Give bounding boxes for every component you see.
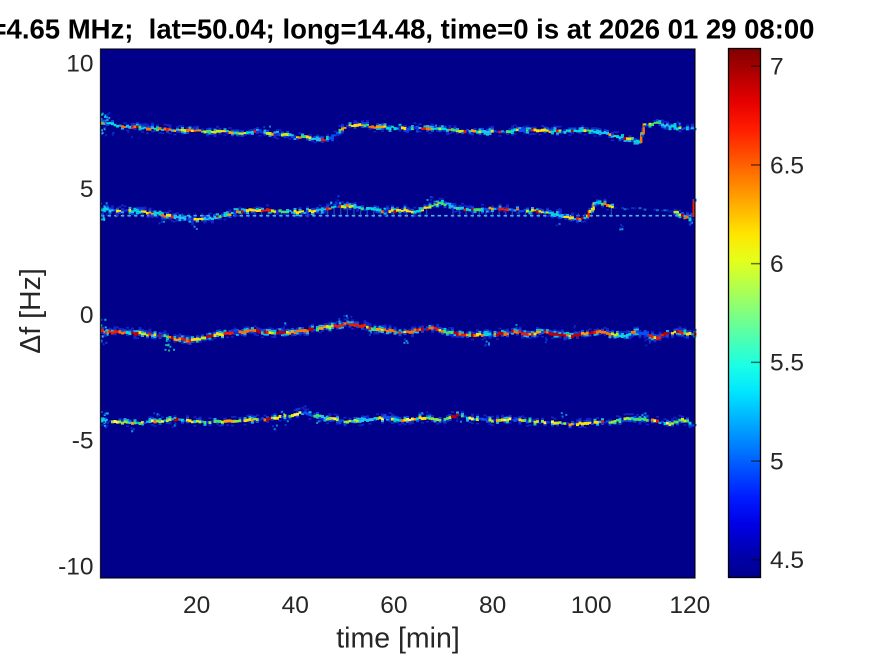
svg-text:6.5: 6.5 bbox=[770, 152, 804, 179]
svg-text:-5: -5 bbox=[72, 428, 94, 455]
svg-text:time [min]: time [min] bbox=[336, 623, 460, 655]
svg-text:5.5: 5.5 bbox=[770, 350, 804, 377]
svg-text:40: 40 bbox=[282, 592, 309, 619]
svg-text:4.5: 4.5 bbox=[770, 547, 804, 574]
svg-text:=4.65 MHz; lat=50.04; long=14: =4.65 MHz; lat=50.04; long=14.48, time=0… bbox=[0, 13, 814, 44]
svg-text:80: 80 bbox=[479, 592, 506, 619]
svg-text:20: 20 bbox=[183, 592, 210, 619]
svg-text:-10: -10 bbox=[58, 553, 93, 580]
svg-text:100: 100 bbox=[571, 592, 612, 619]
svg-text:7: 7 bbox=[770, 54, 784, 81]
svg-text:5: 5 bbox=[80, 176, 94, 203]
svg-text:0: 0 bbox=[80, 302, 94, 329]
svg-text:120: 120 bbox=[669, 592, 710, 619]
svg-text:5: 5 bbox=[770, 448, 784, 475]
svg-text:10: 10 bbox=[66, 50, 93, 77]
svg-text:Δf [Hz]: Δf [Hz] bbox=[15, 268, 47, 354]
svg-text:6: 6 bbox=[770, 251, 784, 278]
svg-text:60: 60 bbox=[380, 592, 407, 619]
